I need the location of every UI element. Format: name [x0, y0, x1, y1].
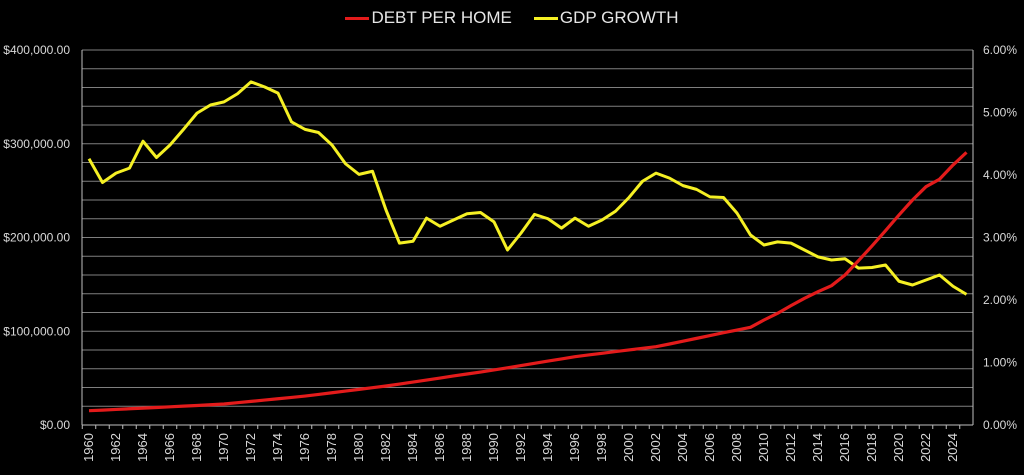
- right-y-axis-labels: 0.00% 1.00% 2.00% 3.00% 4.00% 5.00% 6.00%: [983, 43, 1017, 432]
- x-axis-tick-label: 1980: [351, 433, 366, 462]
- x-axis-tick-label: 1986: [432, 433, 447, 462]
- right-axis-tick-label: 5.00%: [983, 106, 1017, 120]
- x-axis-tick-label: 2016: [837, 433, 852, 462]
- x-axis-tick-label: 2004: [675, 433, 690, 462]
- left-axis-tick-label: $300,000.00: [3, 137, 70, 151]
- x-axis-tick-label: 1982: [378, 433, 393, 462]
- right-axis-tick-label: 2.00%: [983, 293, 1017, 307]
- axes: [81, 50, 974, 429]
- legend-item-debt[interactable]: DEBT PER HOME: [345, 8, 512, 28]
- x-axis-tick-label: 1998: [594, 433, 609, 462]
- right-axis-tick-label: 1.00%: [983, 356, 1017, 370]
- x-axis-tick-label: 1984: [405, 433, 420, 462]
- left-axis-tick-label: $0.00: [40, 418, 70, 432]
- x-axis-tick-label: 1970: [216, 433, 231, 462]
- x-axis-tick-label: 2024: [945, 433, 960, 462]
- gridlines: [82, 49, 973, 407]
- x-axis-tick-label: 1996: [567, 433, 582, 462]
- x-axis-tick-label: 1988: [459, 433, 474, 462]
- x-axis-labels: 1960 1962 1964 1966 1968 1970 1972 1974 1976 1978…: [81, 433, 960, 462]
- x-axis-tick-label: 2022: [918, 433, 933, 462]
- legend-label-gdp: GDP GROWTH: [559, 8, 679, 27]
- left-y-axis-labels: $0.00 $100,000.00 $200,000.00 $300,000.00 $4…: [3, 43, 70, 432]
- x-axis-tick-label: 1962: [108, 433, 123, 462]
- x-axis-tick-label: 1972: [243, 433, 258, 462]
- x-axis-tick-label: 2014: [810, 433, 825, 462]
- debt-line-swatch-icon: [345, 16, 370, 20]
- x-axis-tick-label: 1960: [81, 433, 96, 462]
- x-axis-tick-label: 1974: [270, 433, 285, 462]
- x-axis-tick-label: 2006: [702, 433, 717, 462]
- right-axis-tick-label: 0.00%: [983, 418, 1017, 432]
- debt-per-home-line[interactable]: [88, 151, 968, 413]
- x-axis-tick-label: 1964: [135, 433, 150, 462]
- x-axis-tick-label: 1978: [324, 433, 339, 462]
- x-axis-tick-label: 2020: [891, 433, 906, 462]
- legend-label-debt: DEBT PER HOME: [371, 8, 512, 27]
- gdp-line-swatch-icon: [533, 16, 558, 20]
- x-axis-tick-label: 1976: [297, 433, 312, 462]
- x-axis-tick-label: 1966: [162, 433, 177, 462]
- x-axis-tick-label: 1994: [540, 433, 555, 462]
- x-axis-tick-label: 2002: [648, 433, 663, 462]
- left-axis-tick-label: $100,000.00: [3, 324, 70, 338]
- x-axis-tick-label: 2010: [756, 433, 771, 462]
- right-axis-tick-label: 3.00%: [983, 231, 1017, 245]
- left-axis-tick-label: $200,000.00: [3, 231, 70, 245]
- left-axis-tick-label: $400,000.00: [3, 43, 70, 57]
- right-axis-tick-label: 6.00%: [983, 43, 1017, 57]
- x-axis-tick-label: 1990: [486, 433, 501, 462]
- x-axis-tick-label: 2000: [621, 433, 636, 462]
- x-axis-tick-label: 1968: [189, 433, 204, 462]
- chart-legend: DEBT PER HOME GDP GROWTH: [0, 8, 1024, 28]
- x-axis-tick-label: 1992: [513, 433, 528, 462]
- legend-item-gdp[interactable]: GDP GROWTH: [533, 8, 679, 28]
- right-axis-tick-label: 4.00%: [983, 168, 1017, 182]
- x-axis-tick-label: 2018: [864, 433, 879, 462]
- x-axis-tick-label: 2008: [729, 433, 744, 462]
- x-axis-tick-label: 2012: [783, 433, 798, 462]
- gdp-growth-line[interactable]: [87, 80, 968, 296]
